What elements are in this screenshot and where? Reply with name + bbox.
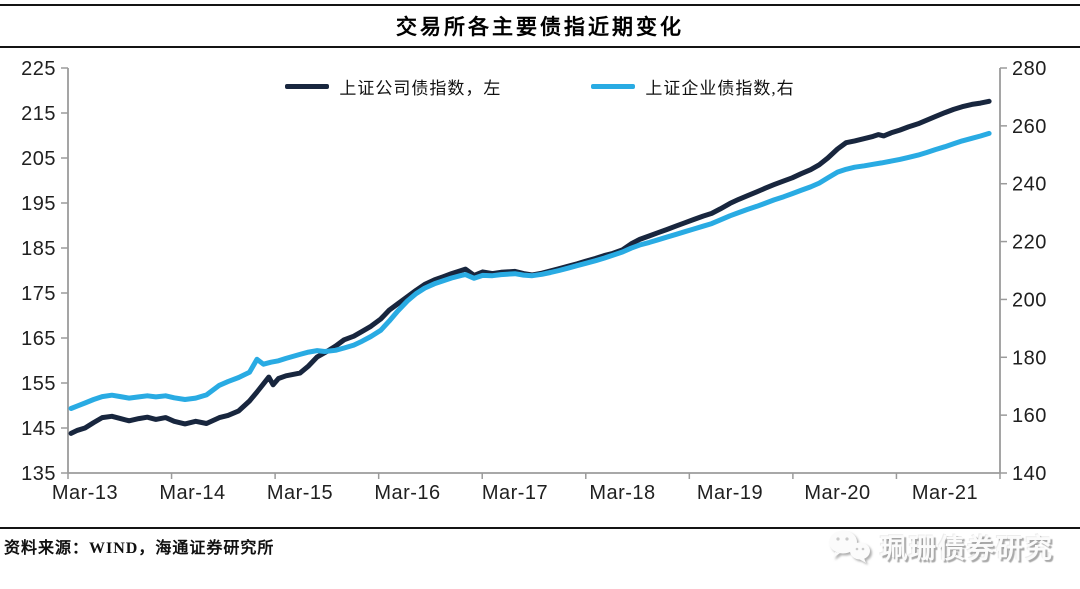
svg-text:260: 260: [1012, 116, 1047, 138]
svg-text:185: 185: [21, 238, 56, 260]
svg-text:Mar-14: Mar-14: [159, 482, 225, 504]
watermark: 珮珊债券研究: [826, 527, 1054, 566]
svg-text:215: 215: [21, 103, 56, 125]
svg-text:Mar-16: Mar-16: [374, 482, 440, 504]
svg-text:165: 165: [21, 328, 56, 350]
svg-text:240: 240: [1012, 174, 1047, 196]
svg-text:180: 180: [1012, 347, 1047, 369]
svg-text:135: 135: [21, 463, 56, 485]
svg-text:205: 205: [21, 148, 56, 170]
legend-swatch-enterprise-bond: [591, 83, 636, 89]
svg-text:200: 200: [1012, 289, 1047, 311]
svg-text:160: 160: [1012, 405, 1047, 427]
svg-text:Mar-13: Mar-13: [52, 482, 118, 504]
title-underline: [0, 46, 1080, 48]
svg-text:Mar-21: Mar-21: [912, 482, 978, 504]
legend-item-enterprise-bond: 上证企业债指数,右: [591, 74, 794, 99]
legend-label-company-bond: 上证公司债指数，左: [339, 78, 502, 98]
svg-text:Mar-17: Mar-17: [482, 482, 548, 504]
svg-text:225: 225: [21, 58, 56, 80]
svg-text:195: 195: [21, 193, 56, 215]
chart-title: 交易所各主要债指近期变化: [396, 15, 684, 39]
watermark-text: 珮珊债券研究: [880, 534, 1054, 564]
footer-divider-line: [0, 527, 1080, 529]
svg-text:175: 175: [21, 283, 56, 305]
svg-text:Mar-18: Mar-18: [589, 482, 655, 504]
svg-text:220: 220: [1012, 232, 1047, 254]
svg-text:Mar-20: Mar-20: [804, 482, 870, 504]
source-note: 资料来源：WIND，海通证券研究所: [4, 540, 275, 557]
legend-label-enterprise-bond: 上证企业债指数,右: [645, 78, 795, 98]
svg-text:145: 145: [21, 418, 56, 440]
svg-text:155: 155: [21, 373, 56, 395]
svg-text:140: 140: [1012, 463, 1047, 485]
svg-text:Mar-15: Mar-15: [267, 482, 333, 504]
svg-text:Mar-19: Mar-19: [697, 482, 763, 504]
svg-text:280: 280: [1012, 58, 1047, 80]
chart-legend: 上证公司债指数，左 上证企业债指数,右: [0, 74, 1080, 98]
top-border-line: [0, 4, 1080, 6]
legend-swatch-company-bond: [285, 83, 330, 89]
wechat-icon: [829, 530, 870, 563]
legend-item-company-bond: 上证公司债指数，左: [285, 74, 501, 99]
